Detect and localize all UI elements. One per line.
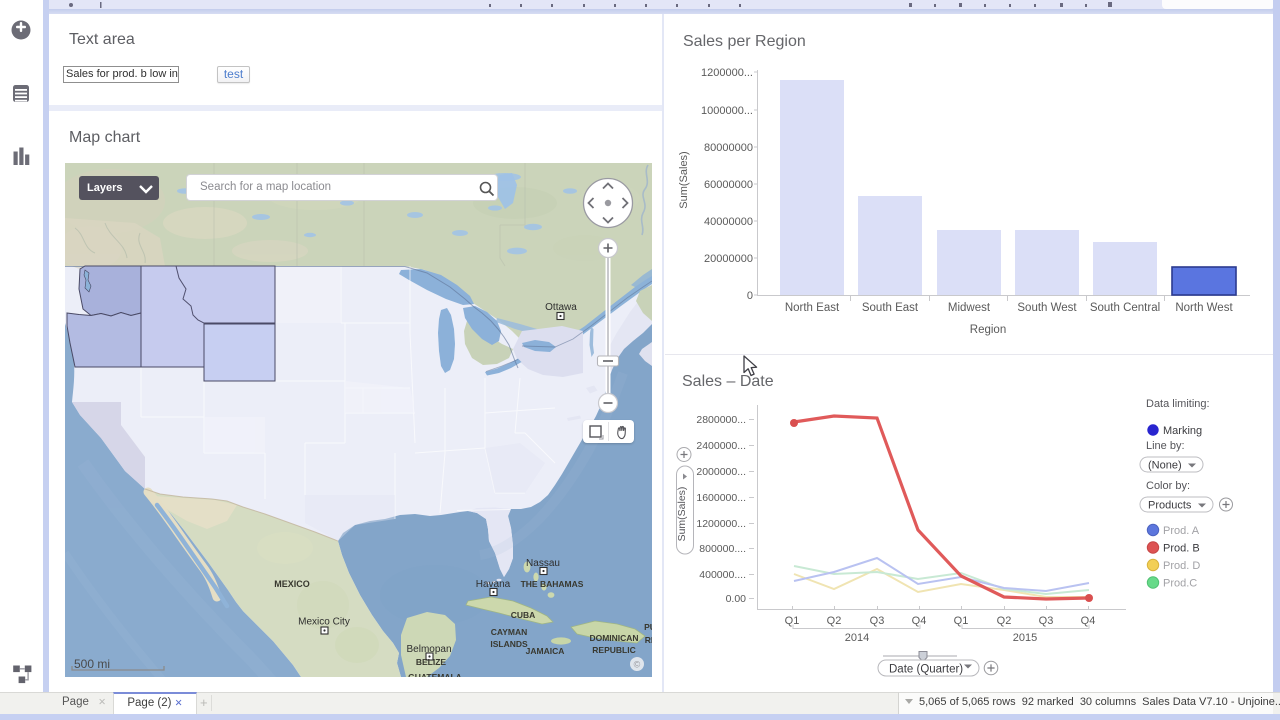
svg-text:Region: Region: [970, 324, 1006, 336]
svg-text:Sum(Sales): Sum(Sales): [678, 151, 690, 208]
svg-text:Nassau: Nassau: [526, 558, 560, 569]
svg-text:1200000...: 1200000...: [701, 67, 753, 79]
svg-text:2015: 2015: [1013, 632, 1037, 644]
svg-text:1000000...: 1000000...: [701, 105, 753, 117]
svg-text:400000....: 400000....: [699, 569, 746, 581]
svg-text:RI: RI: [645, 635, 652, 645]
svg-text:South East: South East: [862, 302, 919, 314]
svg-text:JAMAICA: JAMAICA: [526, 646, 565, 656]
svg-text:Prod.C: Prod.C: [1163, 578, 1197, 590]
svg-text:1600000...: 1600000...: [696, 492, 746, 504]
svg-text:Data limiting:: Data limiting:: [1146, 398, 1210, 410]
svg-text:Products: Products: [1148, 500, 1192, 512]
svg-text:1200000...: 1200000...: [696, 518, 746, 530]
svg-text:Marking: Marking: [1163, 425, 1202, 437]
svg-text:20000000: 20000000: [704, 253, 753, 265]
svg-text:REPUBLIC: REPUBLIC: [592, 645, 635, 655]
svg-text:2400000...: 2400000...: [696, 440, 746, 452]
svg-text:CUBA: CUBA: [511, 610, 536, 620]
svg-text:80000000: 80000000: [704, 142, 753, 154]
svg-text:800000....: 800000....: [699, 543, 746, 555]
svg-text:Midwest: Midwest: [948, 302, 991, 314]
svg-text:Sum(Sales): Sum(Sales): [676, 487, 688, 542]
svg-text:Prod. D: Prod. D: [1163, 560, 1200, 572]
svg-text:BELIZE: BELIZE: [416, 657, 447, 667]
svg-text:North West: North West: [1175, 302, 1233, 314]
svg-text:CAYMAN: CAYMAN: [491, 627, 528, 637]
svg-text:Ottawa: Ottawa: [545, 302, 577, 313]
svg-text:Q1: Q1: [954, 615, 969, 627]
svg-text:PU: PU: [644, 622, 652, 632]
svg-text:South Central: South Central: [1090, 302, 1160, 314]
svg-text:Q3: Q3: [870, 615, 885, 627]
svg-text:©: ©: [634, 660, 641, 670]
svg-text:GUATEMALA: GUATEMALA: [408, 672, 462, 677]
svg-text:Q3: Q3: [1039, 615, 1054, 627]
svg-text:Q4: Q4: [1081, 615, 1096, 627]
svg-text:Sales per Region: Sales per Region: [683, 33, 806, 50]
svg-text:Mexico City: Mexico City: [298, 617, 350, 628]
svg-text:South West: South West: [1017, 302, 1077, 314]
svg-text:60000000: 60000000: [704, 179, 753, 191]
svg-text:0.00: 0.00: [726, 593, 747, 605]
svg-text:Sales – Date: Sales – Date: [682, 373, 774, 390]
svg-text:Prod. B: Prod. B: [1163, 543, 1200, 555]
svg-text:2014: 2014: [845, 632, 869, 644]
svg-text:Belmopan: Belmopan: [406, 644, 451, 655]
svg-text:THE BAHAMAS: THE BAHAMAS: [521, 579, 584, 589]
svg-text:Color by:: Color by:: [1146, 480, 1190, 492]
svg-text:Line by:: Line by:: [1146, 440, 1185, 452]
svg-text:Prod. A: Prod. A: [1163, 525, 1200, 537]
svg-text:Q2: Q2: [997, 615, 1012, 627]
svg-text:2800000...: 2800000...: [696, 414, 746, 426]
svg-text:DOMINICAN: DOMINICAN: [589, 633, 638, 643]
svg-text:MEXICO: MEXICO: [274, 579, 310, 589]
svg-text:Q1: Q1: [785, 615, 800, 627]
svg-text:ISLANDS: ISLANDS: [490, 639, 528, 649]
svg-text:(None): (None): [1148, 460, 1182, 472]
svg-text:Havana: Havana: [476, 579, 511, 590]
svg-text:Date (Quarter): Date (Quarter): [889, 664, 963, 676]
svg-text:0: 0: [747, 290, 753, 302]
svg-text:Q2: Q2: [827, 615, 842, 627]
svg-text:40000000: 40000000: [704, 216, 753, 228]
svg-text:500 mi: 500 mi: [74, 657, 110, 671]
svg-text:2000000...: 2000000...: [696, 466, 746, 478]
svg-text:North East: North East: [785, 302, 840, 314]
svg-text:Q4: Q4: [912, 615, 927, 627]
